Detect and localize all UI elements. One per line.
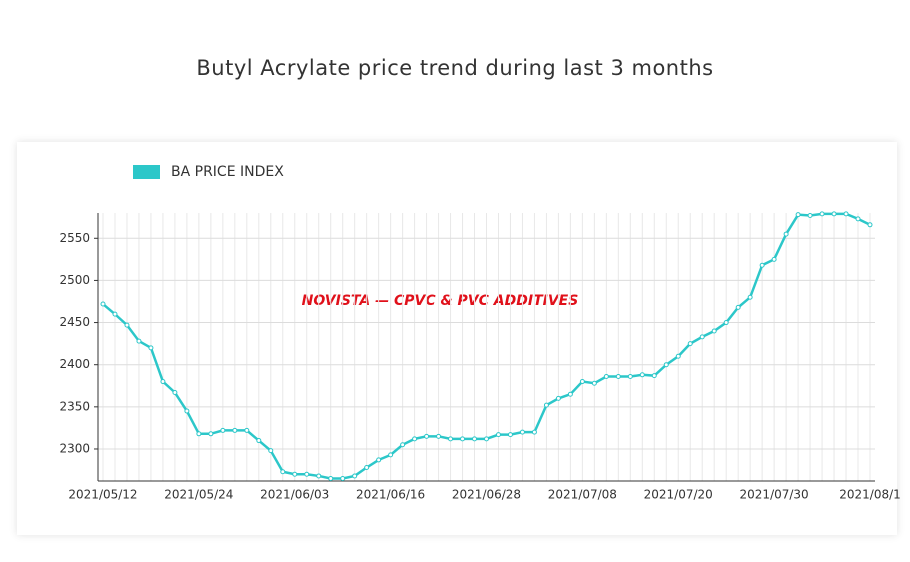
x-tick-label: 2021/07/08	[548, 488, 617, 502]
point	[639, 372, 645, 378]
point	[364, 465, 370, 471]
point	[519, 429, 525, 435]
point	[699, 334, 705, 340]
point	[436, 433, 442, 439]
x-tick-label: 2021/07/30	[740, 488, 809, 502]
point	[867, 222, 873, 228]
point	[100, 301, 106, 307]
point	[208, 431, 214, 437]
point	[232, 427, 238, 433]
point	[172, 390, 178, 396]
x-tick-label: 2021/06/16	[356, 488, 425, 502]
point	[843, 211, 849, 217]
y-tick-label: 2350	[59, 399, 90, 413]
point	[603, 373, 609, 379]
point	[328, 475, 334, 481]
x-tick-label: 2021/05/12	[68, 488, 137, 502]
point	[280, 469, 286, 475]
x-tick-label: 2021/08/1	[839, 488, 901, 502]
point	[448, 436, 454, 442]
point	[807, 213, 813, 219]
legend-swatch	[133, 165, 160, 179]
point	[723, 320, 729, 326]
point	[663, 362, 669, 368]
point	[196, 431, 202, 437]
point	[352, 473, 358, 479]
y-tick-label: 2400	[59, 357, 90, 371]
point	[256, 438, 262, 444]
point	[136, 338, 142, 344]
y-tick-label: 2300	[59, 441, 90, 455]
point	[376, 457, 382, 463]
x-tick-label: 2021/07/20	[644, 488, 713, 502]
point	[268, 448, 274, 454]
point	[184, 408, 190, 414]
point	[220, 427, 226, 433]
point	[472, 436, 478, 442]
point	[148, 345, 154, 351]
point	[615, 373, 621, 379]
point	[507, 432, 513, 438]
y-tick-label: 2450	[59, 315, 90, 329]
y-tick-label: 2550	[59, 231, 90, 245]
point	[424, 433, 430, 439]
point	[747, 294, 753, 300]
point	[388, 452, 394, 458]
point	[855, 216, 861, 222]
point	[160, 379, 166, 385]
point	[555, 395, 561, 401]
x-tick-label: 2021/06/03	[260, 488, 329, 502]
point	[627, 373, 633, 379]
point	[795, 212, 801, 218]
watermark: NOVISTA — CPVC & PVC ADDITIVES	[302, 293, 579, 309]
point	[687, 341, 693, 347]
point	[567, 391, 573, 397]
point	[711, 328, 717, 334]
point	[292, 471, 298, 477]
point	[340, 475, 346, 481]
legend-label: BA PRICE INDEX	[171, 164, 284, 180]
point	[316, 473, 322, 479]
x-tick-label: 2021/05/24	[164, 488, 233, 502]
y-tick-label: 2500	[59, 273, 90, 287]
point	[484, 436, 489, 442]
point	[124, 322, 130, 328]
point	[819, 211, 825, 217]
point	[831, 211, 837, 217]
point	[531, 429, 537, 435]
point	[579, 379, 585, 385]
point	[112, 311, 118, 317]
point	[783, 231, 789, 237]
chart-title: Butyl Acrylate price trend during last 3…	[196, 56, 714, 80]
point	[304, 471, 310, 477]
x-tick-label: 2021/06/28	[452, 488, 521, 502]
point	[244, 427, 250, 433]
point	[771, 256, 777, 262]
point	[495, 432, 501, 438]
point	[400, 442, 406, 448]
point	[651, 373, 657, 379]
point	[460, 436, 466, 442]
point	[412, 436, 418, 442]
point	[735, 304, 741, 310]
point	[543, 402, 549, 408]
point	[591, 380, 597, 386]
point	[675, 353, 681, 359]
point	[759, 262, 765, 268]
